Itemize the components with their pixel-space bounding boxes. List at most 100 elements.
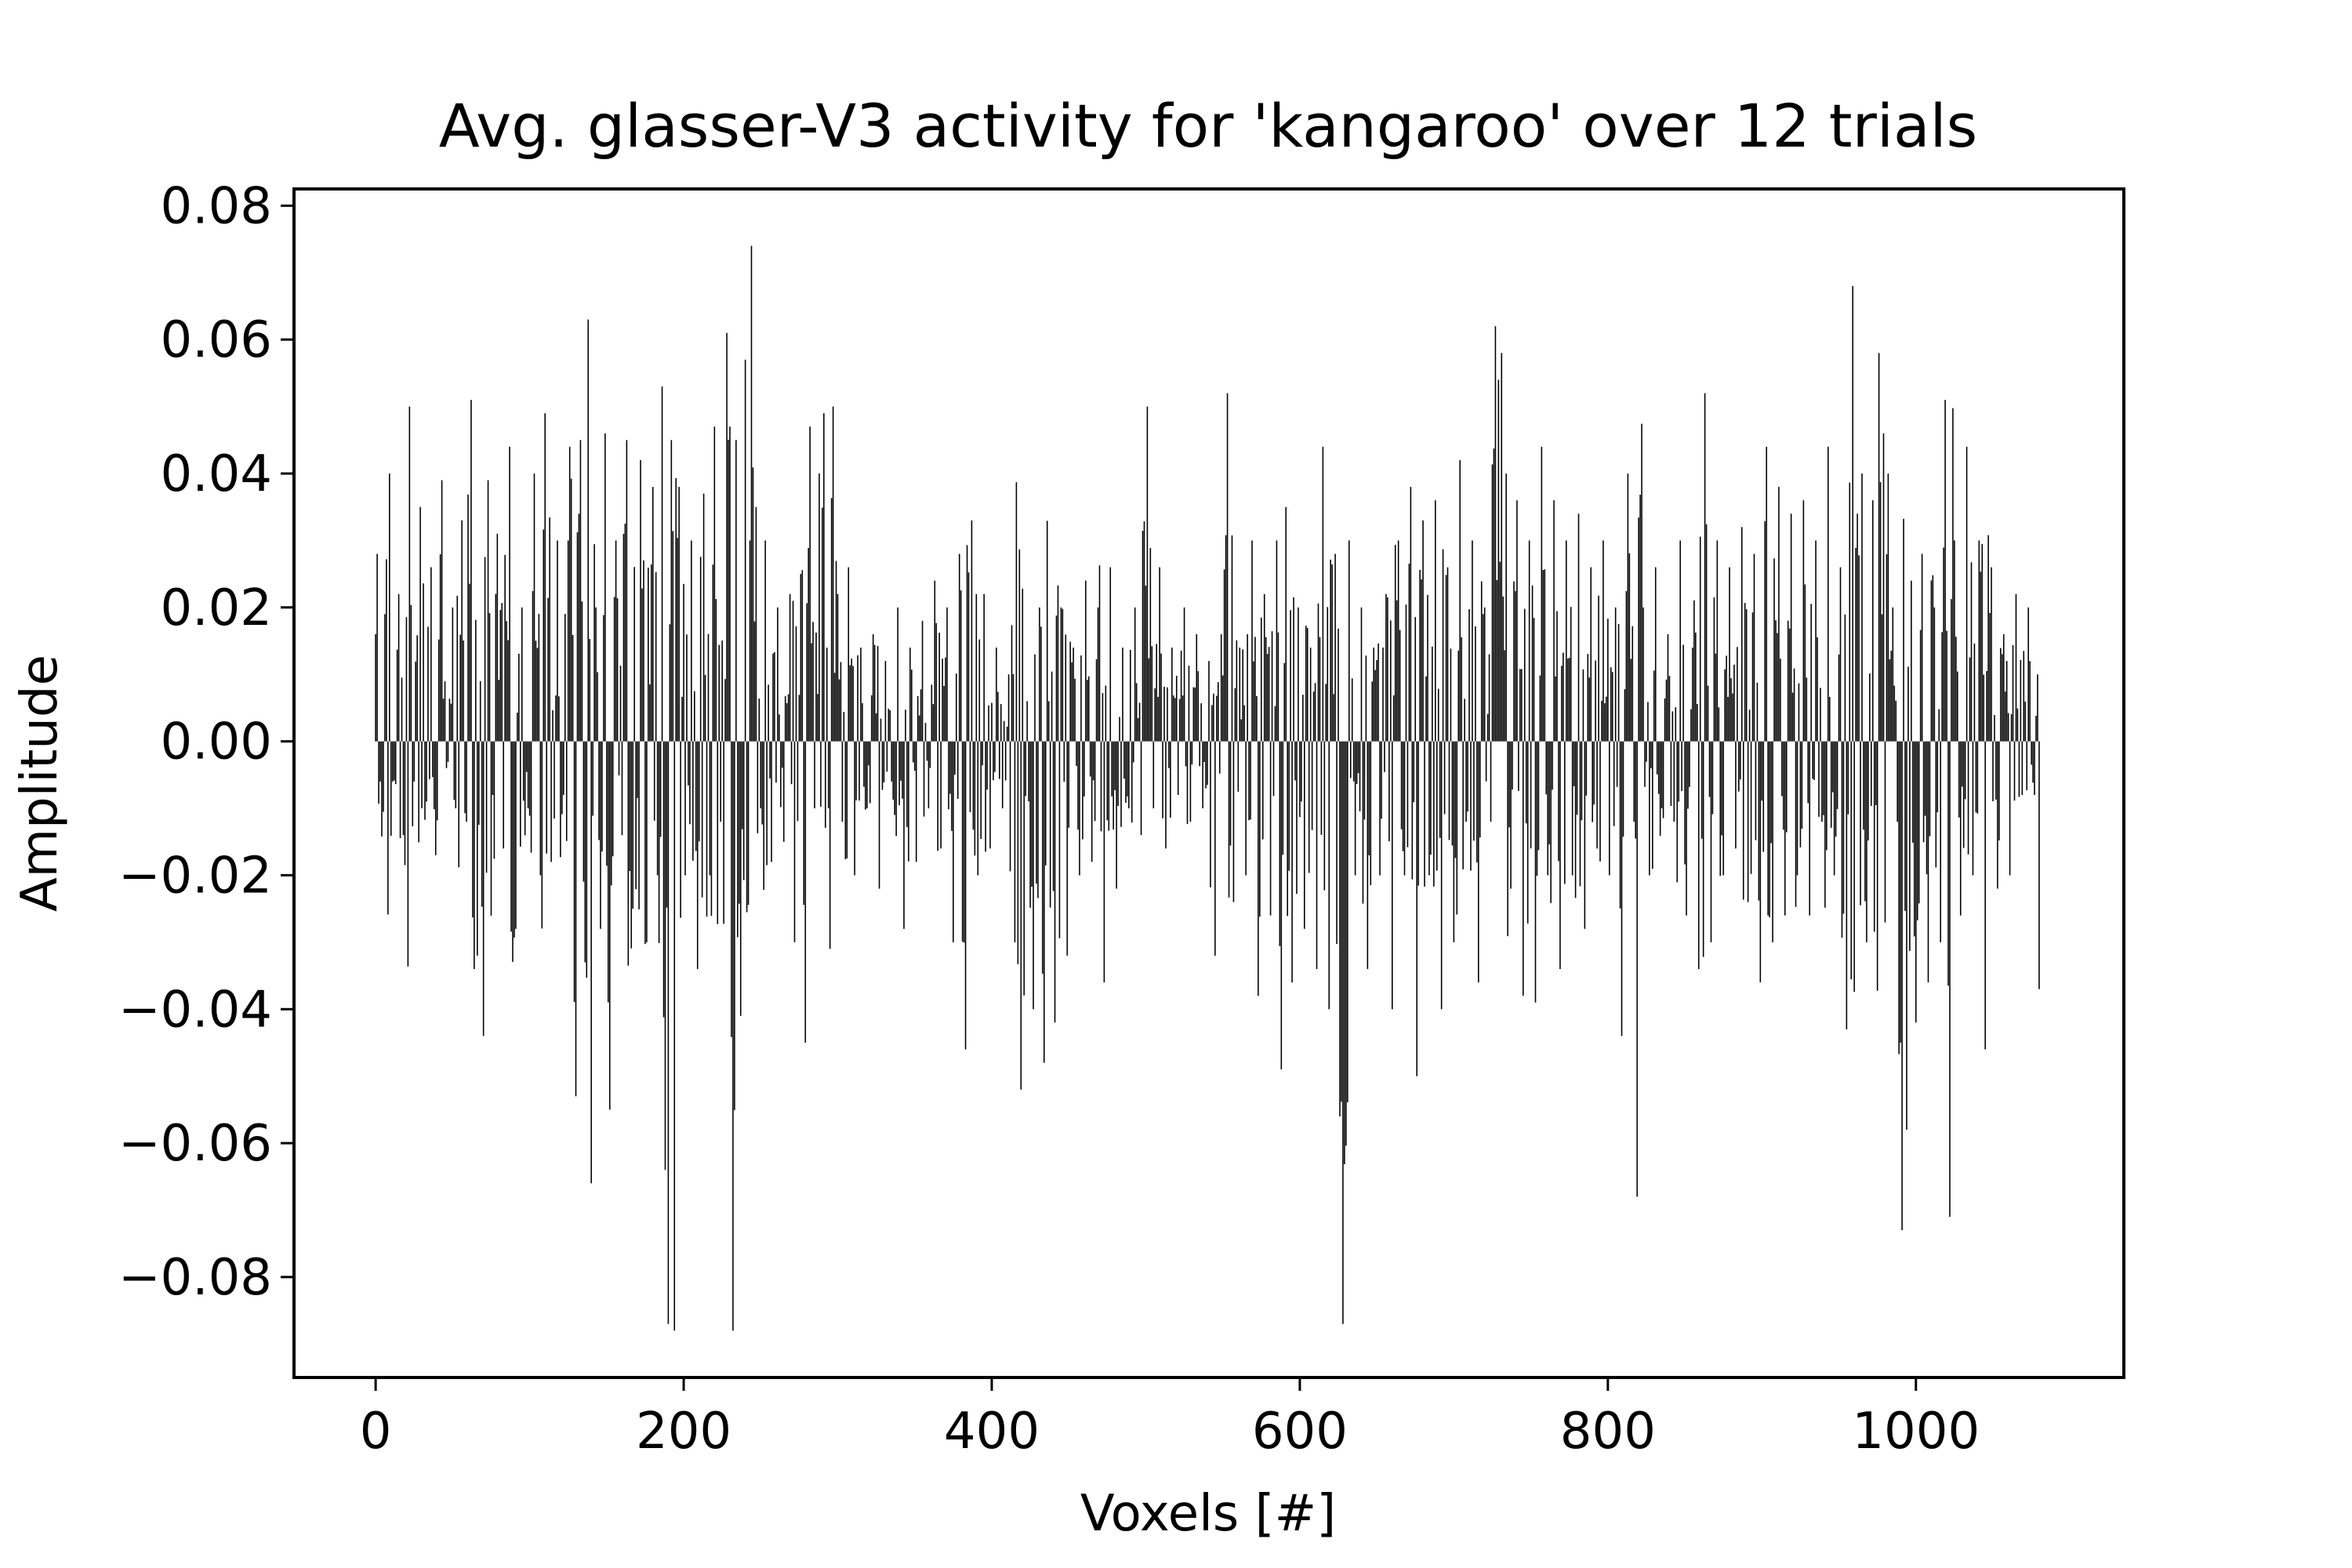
bar <box>1268 647 1270 742</box>
bar <box>857 655 858 742</box>
bar <box>1229 741 1232 846</box>
bar <box>563 741 564 795</box>
bar <box>1721 741 1723 836</box>
bar <box>897 607 898 742</box>
bar <box>1071 662 1073 742</box>
bar <box>798 695 800 742</box>
bar <box>1112 741 1114 830</box>
bar <box>1462 741 1464 869</box>
bar <box>1664 698 1666 742</box>
bar <box>1547 741 1549 876</box>
bar <box>1671 711 1674 742</box>
bar <box>1076 741 1077 766</box>
bar <box>1571 741 1573 876</box>
bar <box>1630 659 1632 742</box>
bar <box>991 702 993 742</box>
bar <box>1140 741 1142 836</box>
bar <box>768 684 769 742</box>
bar <box>1266 654 1269 742</box>
bar <box>1762 741 1765 852</box>
bar <box>627 741 630 966</box>
bar <box>474 741 475 970</box>
bar <box>1753 554 1755 742</box>
bar <box>1523 608 1526 742</box>
bar <box>1225 535 1227 742</box>
bar <box>1871 741 1872 806</box>
bar <box>1468 608 1470 742</box>
bar <box>713 426 716 742</box>
bar <box>1710 741 1712 942</box>
bar <box>608 741 609 1003</box>
bar <box>672 531 674 742</box>
bar <box>1074 678 1076 742</box>
bar <box>1616 741 1618 787</box>
bar <box>1304 741 1305 929</box>
bar <box>1341 741 1342 1102</box>
bar <box>1901 741 1903 1231</box>
bar <box>1087 680 1088 742</box>
bar <box>849 665 851 742</box>
bar <box>1435 500 1436 742</box>
bar <box>844 741 847 860</box>
bar <box>1014 741 1016 942</box>
bar <box>1352 741 1355 782</box>
bar <box>517 712 518 742</box>
bar <box>997 691 999 742</box>
bar <box>934 580 936 742</box>
bar <box>1009 741 1011 872</box>
bar <box>1555 676 1556 742</box>
bar <box>1065 634 1067 742</box>
bar <box>1613 741 1615 826</box>
bar <box>1895 700 1897 742</box>
bar <box>584 741 586 963</box>
bar <box>1772 741 1773 942</box>
bar <box>869 741 871 804</box>
bar <box>570 478 572 742</box>
bar <box>1410 487 1412 742</box>
bar <box>932 704 935 742</box>
bar <box>1528 540 1530 742</box>
bar <box>827 741 829 809</box>
bar <box>978 639 981 742</box>
bar <box>1542 569 1544 742</box>
bar <box>692 741 694 861</box>
bar <box>1841 741 1843 938</box>
bar <box>1058 741 1061 938</box>
bar <box>456 595 459 742</box>
bar <box>458 741 459 868</box>
bar <box>825 741 826 828</box>
bar <box>407 741 409 967</box>
bar <box>1331 564 1333 742</box>
bar <box>982 741 983 766</box>
bar <box>1611 672 1613 742</box>
bar <box>503 741 504 849</box>
bar <box>1904 741 1906 911</box>
y-tick-label: −0.06 <box>118 1115 272 1173</box>
bar <box>956 741 959 799</box>
bar <box>1282 741 1284 855</box>
bar <box>1778 487 1780 742</box>
bar <box>485 741 488 873</box>
bar <box>510 741 512 932</box>
bar <box>1247 634 1248 742</box>
bar <box>1106 741 1109 821</box>
bar <box>1263 593 1265 742</box>
bar <box>1919 630 1922 742</box>
bar <box>1208 661 1210 742</box>
bar <box>1705 524 1708 742</box>
bar <box>923 741 925 817</box>
bar <box>1062 608 1064 742</box>
bar <box>1203 741 1205 763</box>
bar <box>1633 741 1635 822</box>
bar <box>1911 580 1912 742</box>
bar <box>608 741 611 1110</box>
bar <box>753 621 756 742</box>
bar <box>1795 741 1797 907</box>
bar <box>840 662 842 742</box>
bar <box>1689 741 1690 787</box>
bar <box>1287 741 1288 916</box>
bar <box>432 741 434 778</box>
bar <box>1213 693 1214 742</box>
bar <box>1536 741 1538 877</box>
bar <box>1351 678 1353 742</box>
